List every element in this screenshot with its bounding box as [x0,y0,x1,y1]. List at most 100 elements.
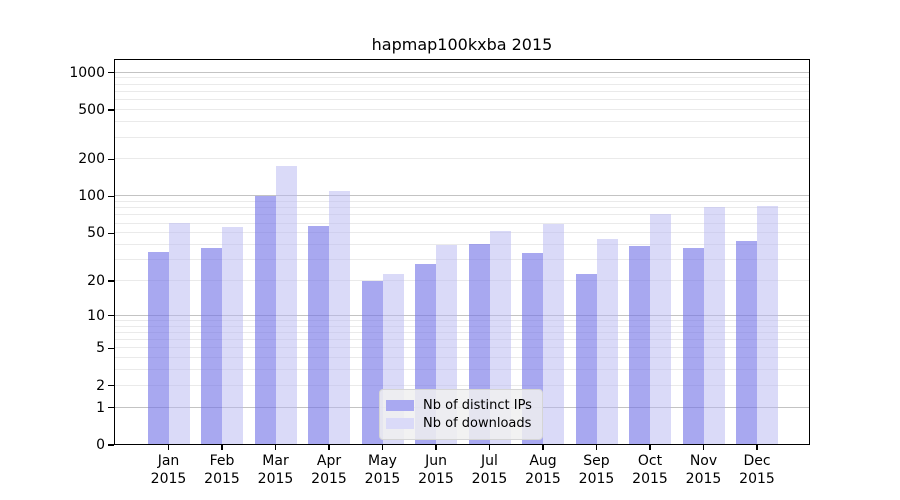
bar-downloads [222,227,243,445]
month-label: Nov [689,453,718,469]
minor-gridline [114,136,810,138]
major-gridline [114,71,810,73]
y-axis-tick-label: 500 [78,102,105,118]
year-label: 2015 [364,471,401,487]
y-axis-tick [108,315,114,317]
x-axis-tick [274,445,277,450]
month-label: Jan [157,453,180,469]
bar-downloads [168,222,190,445]
minor-gridline [114,90,810,92]
minor-gridline [114,279,810,281]
month-label: May [368,453,397,469]
legend-label-distinct-ips: Nb of distinct IPs [423,398,532,413]
minor-gridline [114,339,810,341]
y-axis-tick [108,195,114,197]
y-axis-tick [108,407,114,409]
minor-gridline [114,325,810,327]
y-axis-tick-label: 10 [87,307,105,324]
year-label: 2015 [578,471,615,487]
month-label: Dec [743,453,771,469]
year-label: 2015 [525,471,561,487]
year-label: 2015 [632,471,668,487]
bar-distinct-ips [254,196,276,445]
legend-label-downloads: Nb of downloads [423,416,532,431]
y-axis-tick-label: 5 [96,340,105,357]
minor-gridline [114,200,810,202]
y-axis-tick [108,444,114,446]
x-axis-tick [328,445,330,450]
bar-distinct-ips [629,246,650,445]
year-label: 2015 [257,471,294,487]
x-axis-tick [381,445,384,450]
month-label: Jul [481,453,498,469]
bar-downloads [650,213,671,445]
month-label: Aug [529,453,557,469]
minor-gridline [114,384,810,386]
minor-gridline [114,232,810,234]
x-axis-tick [221,445,223,450]
bar-downloads [596,238,618,445]
y-axis-tick [108,72,114,74]
x-axis-tick [595,445,598,450]
month-label: Apr [316,453,342,469]
year-label: 2015 [311,471,347,487]
year-label: 2015 [471,471,508,487]
minor-gridline [114,214,810,216]
minor-gridline [114,347,810,349]
y-axis-tick-label: 20 [87,272,105,289]
month-label: Sep [583,453,610,469]
bar-downloads [543,223,564,445]
y-axis-tick [108,347,114,350]
bar-downloads [329,191,350,445]
y-axis-tick [108,280,114,282]
y-axis-tick-label: 1 [96,399,105,416]
x-axis-tick-label: Aug 2015 [515,452,571,488]
y-axis-tick-label: 50 [87,225,105,242]
bar-distinct-ips [361,280,383,445]
x-axis-tick-label: Mar 2015 [248,452,304,488]
minor-gridline [114,121,810,122]
x-axis-tick [167,445,170,450]
x-axis-tick [542,445,544,450]
bar-downloads [703,206,725,445]
x-axis-tick [649,445,651,450]
legend-swatch-distinct-ips [386,400,414,411]
x-axis-tick-label: Jun 2015 [408,452,464,488]
month-label: Feb [209,453,235,469]
x-axis-tick-label: May 2015 [355,452,411,488]
x-axis-tick [702,445,705,450]
y-axis-tick-label: 2 [96,377,105,394]
x-axis-tick-label: Dec 2015 [729,452,785,488]
minor-gridline [114,357,810,359]
x-axis-tick [488,445,491,450]
minor-gridline [114,331,810,333]
bar-distinct-ips [201,247,222,445]
minor-gridline [114,369,810,371]
x-axis-tick [435,445,437,450]
x-axis-tick [756,445,758,450]
x-axis-tick-label: Nov 2015 [676,452,732,488]
bar-distinct-ips [147,251,169,445]
minor-gridline [114,99,810,101]
x-axis-tick-label: Sep 2015 [569,452,625,488]
minor-gridline [114,158,810,160]
minor-gridline [114,109,810,110]
y-axis-tick [108,385,114,387]
major-gridline [114,314,810,316]
x-axis-tick-label: Feb 2015 [194,452,250,488]
bar-downloads [757,206,778,445]
minor-gridline [114,77,810,79]
y-axis-tick [108,158,114,160]
chart-legend: Nb of distinct IPs Nb of downloads [379,389,543,440]
month-label: Oct [637,453,663,469]
y-axis-tick [108,232,114,234]
month-label: Mar [262,453,289,469]
plot-area: Nb of distinct IPs Nb of downloads [114,59,810,445]
year-label: 2015 [739,471,775,487]
legend-swatch-downloads [386,418,414,429]
bar-distinct-ips [308,226,329,445]
y-axis-tick [108,109,114,111]
y-axis-tick-label: 1000 [69,64,105,81]
minor-gridline [114,259,810,260]
